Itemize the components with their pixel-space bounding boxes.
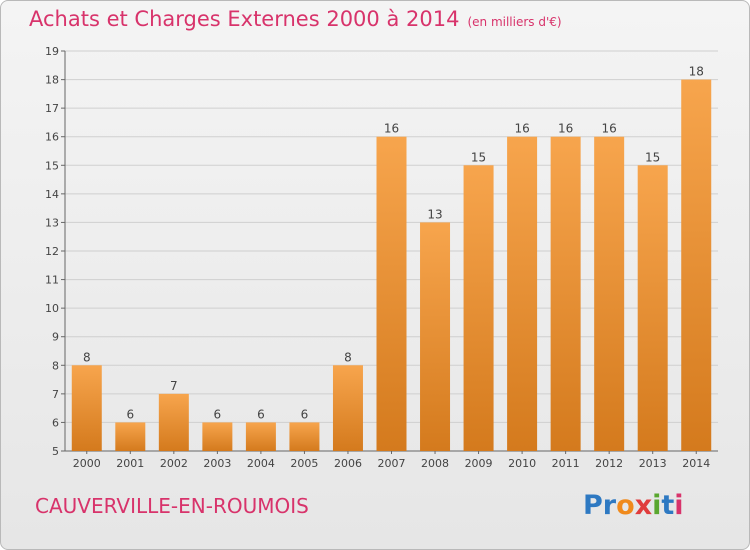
bar-2005 <box>289 422 320 451</box>
bar-2004 <box>245 422 276 451</box>
logo-letter: t <box>661 490 675 521</box>
x-tick-label: 2000 <box>73 457 101 470</box>
y-tick-label: 11 <box>45 274 59 287</box>
data-label: 18 <box>689 65 704 79</box>
bar-2014 <box>681 79 712 452</box>
bar-2006 <box>332 365 363 451</box>
axes: 5 6 7 8 9 10 11 12 13 14 15 16 17 18 19 2000 2001 2002 200… <box>45 45 718 470</box>
bars <box>71 79 712 452</box>
chart-title: Achats et Charges Externes 2000 à 2014 (e… <box>29 7 562 31</box>
y-tick-label: 13 <box>45 216 59 229</box>
data-label: 7 <box>170 379 178 393</box>
data-label: 8 <box>344 350 352 364</box>
data-label: 13 <box>427 207 442 221</box>
y-tick-label: 7 <box>52 388 59 401</box>
x-tick-label: 2003 <box>203 457 231 470</box>
y-tick-label: 17 <box>45 102 59 115</box>
x-tick-label: 2002 <box>160 457 188 470</box>
bar-2010 <box>507 136 538 451</box>
x-tick-label: 2001 <box>116 457 144 470</box>
y-tick-label: 9 <box>52 331 59 344</box>
proxiti-logo: Proxiti <box>583 490 684 521</box>
x-tick-label: 2005 <box>290 457 318 470</box>
logo-letter: x <box>634 490 653 521</box>
bar-2009 <box>463 165 494 452</box>
data-label: 6 <box>214 407 222 421</box>
y-tick-label: 14 <box>45 188 59 201</box>
y-tick-label: 16 <box>45 131 59 144</box>
bar-2012 <box>594 136 625 451</box>
data-label: 8 <box>83 350 91 364</box>
chart-subtitle: (en milliers d'€) <box>467 15 562 29</box>
data-label: 16 <box>558 122 573 136</box>
bar-2003 <box>202 422 233 451</box>
x-tick-label: 2009 <box>465 457 493 470</box>
y-tick-label: 8 <box>52 359 59 372</box>
y-tick-label: 5 <box>52 445 59 458</box>
data-label: 16 <box>384 122 399 136</box>
data-label: 6 <box>126 407 134 421</box>
data-labels: 8 6 7 6 6 6 8 16 13 15 16 16 16 15 18 <box>83 65 704 422</box>
bar-2011 <box>550 136 581 451</box>
x-tick-label: 2004 <box>247 457 275 470</box>
data-label: 15 <box>471 150 486 164</box>
commune-name: CAUVERVILLE-EN-ROUMOIS <box>35 494 309 518</box>
x-tick-label: 2010 <box>508 457 536 470</box>
y-tick-label: 18 <box>45 74 59 87</box>
data-label: 16 <box>602 122 617 136</box>
y-tick-label: 6 <box>52 416 59 429</box>
bar-2008 <box>420 222 451 451</box>
logo-letter: i <box>674 490 684 521</box>
y-tick-label: 10 <box>45 302 59 315</box>
logo-letter: i <box>652 490 662 521</box>
data-label: 16 <box>514 122 529 136</box>
x-tick-label: 2013 <box>639 457 667 470</box>
x-tick-label: 2006 <box>334 457 362 470</box>
x-tick-label: 2014 <box>682 457 710 470</box>
logo-letter: o <box>616 490 635 521</box>
x-tick-label: 2011 <box>552 457 580 470</box>
bar-2007 <box>376 136 407 451</box>
data-label: 6 <box>257 407 265 421</box>
logo-letter: r <box>602 490 617 521</box>
x-tick-label: 2008 <box>421 457 449 470</box>
x-tick-label: 2007 <box>378 457 406 470</box>
bar-2000 <box>71 365 102 451</box>
bar-2001 <box>115 422 146 451</box>
chart-title-text: Achats et Charges Externes 2000 à 2014 <box>29 7 460 31</box>
data-label: 15 <box>645 150 660 164</box>
y-tick-label: 15 <box>45 159 59 172</box>
x-tick-label: 2012 <box>595 457 623 470</box>
bar-2002 <box>158 393 189 451</box>
logo-letter: P <box>583 490 603 521</box>
data-label: 6 <box>301 407 309 421</box>
y-tick-label: 12 <box>45 245 59 258</box>
y-tick-label: 19 <box>45 45 59 58</box>
bar-2013 <box>637 165 668 452</box>
